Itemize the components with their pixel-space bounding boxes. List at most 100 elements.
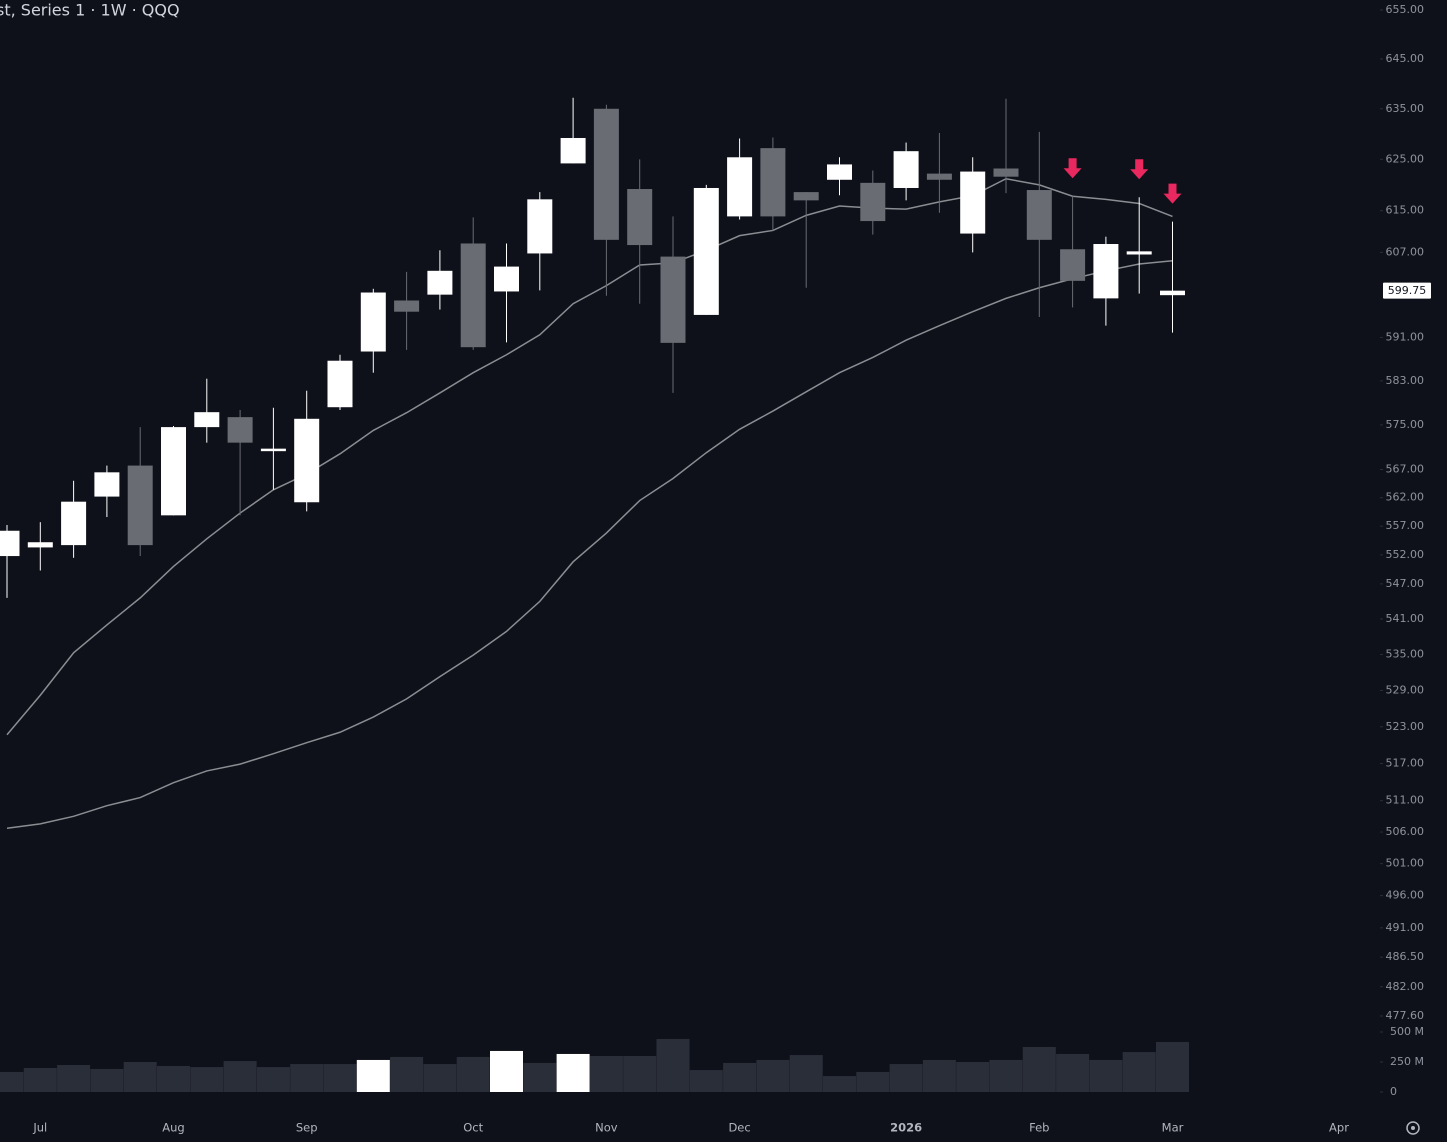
candle-body bbox=[194, 412, 220, 428]
y-tick-label: 486.50 bbox=[1386, 950, 1425, 963]
volume-bar bbox=[589, 1056, 623, 1092]
y-tick-label: 655.00 bbox=[1386, 3, 1425, 16]
x-tick-label: Mar bbox=[1162, 1121, 1184, 1135]
candle-body bbox=[394, 300, 420, 312]
candle-body bbox=[893, 151, 919, 188]
candle-body bbox=[1160, 290, 1185, 296]
candle-body bbox=[727, 157, 753, 217]
y-tick-label: 501.00 bbox=[1386, 857, 1425, 870]
volume-bar bbox=[90, 1068, 124, 1092]
signal-arrow bbox=[1163, 183, 1182, 204]
x-tick-label: Dec bbox=[728, 1121, 750, 1135]
candle-body bbox=[94, 472, 120, 497]
candle-body bbox=[260, 448, 286, 452]
x-tick-label: Aug bbox=[162, 1121, 184, 1135]
candle-body bbox=[827, 164, 852, 180]
volume-tick-label: 0 bbox=[1390, 1085, 1397, 1098]
y-tick-label: 567.00 bbox=[1386, 463, 1425, 476]
candle-body bbox=[960, 171, 986, 234]
y-tick-label: 607.00 bbox=[1386, 245, 1425, 258]
y-tick-label: 557.00 bbox=[1386, 519, 1425, 532]
y-tick-label: 625.00 bbox=[1386, 152, 1425, 165]
volume-bar bbox=[1056, 1053, 1090, 1092]
volume-bar bbox=[823, 1076, 856, 1092]
y-tick-label: 591.00 bbox=[1386, 330, 1425, 343]
y-tick-label: 477.60 bbox=[1386, 1009, 1425, 1022]
y-tick-label: 541.00 bbox=[1386, 612, 1425, 625]
volume-bar bbox=[57, 1065, 91, 1092]
candle-body bbox=[294, 418, 320, 503]
y-tick-label: 615.00 bbox=[1386, 204, 1425, 217]
volume-bar bbox=[190, 1067, 224, 1092]
volume-tick-label: 250 M bbox=[1390, 1055, 1424, 1068]
volume-bar bbox=[889, 1064, 923, 1092]
y-tick-label: 547.00 bbox=[1386, 577, 1425, 590]
candle-body bbox=[327, 360, 353, 408]
settings-icon[interactable] bbox=[1406, 1121, 1420, 1135]
volume-bar bbox=[390, 1056, 424, 1092]
last-price-label: 599.75 bbox=[1388, 284, 1427, 297]
candle-body bbox=[926, 173, 952, 180]
x-tick-label: Apr bbox=[1329, 1121, 1349, 1135]
candle-body bbox=[693, 187, 719, 315]
chart-title: st, Series 1 · 1W · QQQ bbox=[0, 1, 180, 20]
candle-body bbox=[427, 270, 453, 295]
y-tick-label: 575.00 bbox=[1386, 418, 1425, 431]
candle-body bbox=[793, 192, 819, 201]
volume-bar bbox=[1089, 1059, 1123, 1092]
candle-body bbox=[127, 465, 153, 546]
volume-bar bbox=[922, 1059, 956, 1092]
candle-body bbox=[627, 189, 653, 246]
candle-body bbox=[993, 168, 1019, 177]
candle-body bbox=[360, 292, 386, 352]
signal-arrow bbox=[1130, 159, 1149, 180]
candle-body bbox=[1093, 244, 1119, 299]
y-tick-label: 552.00 bbox=[1386, 548, 1425, 561]
volume-bar bbox=[356, 1059, 390, 1092]
candle-body bbox=[227, 417, 253, 443]
candle-body bbox=[460, 243, 486, 348]
candle-body bbox=[0, 530, 20, 557]
volume-bar bbox=[323, 1064, 357, 1092]
volume-bar bbox=[856, 1071, 890, 1092]
y-tick-label: 511.00 bbox=[1386, 794, 1425, 807]
volume-bar bbox=[689, 1070, 723, 1092]
gear[interactable] bbox=[1406, 1121, 1420, 1135]
volume-bar bbox=[23, 1068, 57, 1092]
y-tick-label: 635.00 bbox=[1386, 102, 1425, 115]
volume-bar bbox=[223, 1061, 257, 1092]
y-tick-label: 496.00 bbox=[1386, 889, 1425, 902]
candle-body bbox=[860, 182, 886, 222]
y-tick-label: 562.00 bbox=[1386, 491, 1425, 504]
volume-bar bbox=[456, 1056, 490, 1092]
x-tick-label: Sep bbox=[296, 1121, 318, 1135]
volume-bar bbox=[523, 1062, 557, 1092]
volume-tick-label: 500 M bbox=[1390, 1025, 1424, 1038]
volume-bar bbox=[123, 1062, 157, 1092]
x-tick-label: Oct bbox=[463, 1121, 483, 1135]
volume-bar bbox=[1122, 1052, 1156, 1092]
volume-bar bbox=[256, 1067, 290, 1092]
candle-body bbox=[593, 108, 619, 240]
x-tick-label: Feb bbox=[1029, 1121, 1049, 1135]
volume-bar bbox=[1156, 1041, 1189, 1092]
y-tick-label: 482.00 bbox=[1386, 980, 1425, 993]
signal-arrow bbox=[1063, 158, 1082, 179]
candle-body bbox=[1026, 190, 1052, 240]
x-tick-label: 2026 bbox=[890, 1121, 922, 1135]
volume-bar bbox=[490, 1050, 523, 1092]
candle-body bbox=[161, 427, 186, 516]
price-axis-bg bbox=[1380, 0, 1447, 1142]
volume-bar bbox=[989, 1059, 1023, 1092]
y-tick-label: 517.00 bbox=[1386, 757, 1425, 770]
volume-bar bbox=[1022, 1047, 1056, 1092]
volume-bar bbox=[423, 1064, 457, 1092]
volume-bar bbox=[623, 1056, 657, 1092]
gear-center[interactable] bbox=[1411, 1126, 1415, 1130]
candle-body bbox=[27, 542, 53, 548]
candle-body bbox=[1060, 249, 1086, 281]
x-tick-label: Jul bbox=[32, 1121, 47, 1135]
y-tick-label: 523.00 bbox=[1386, 720, 1425, 733]
